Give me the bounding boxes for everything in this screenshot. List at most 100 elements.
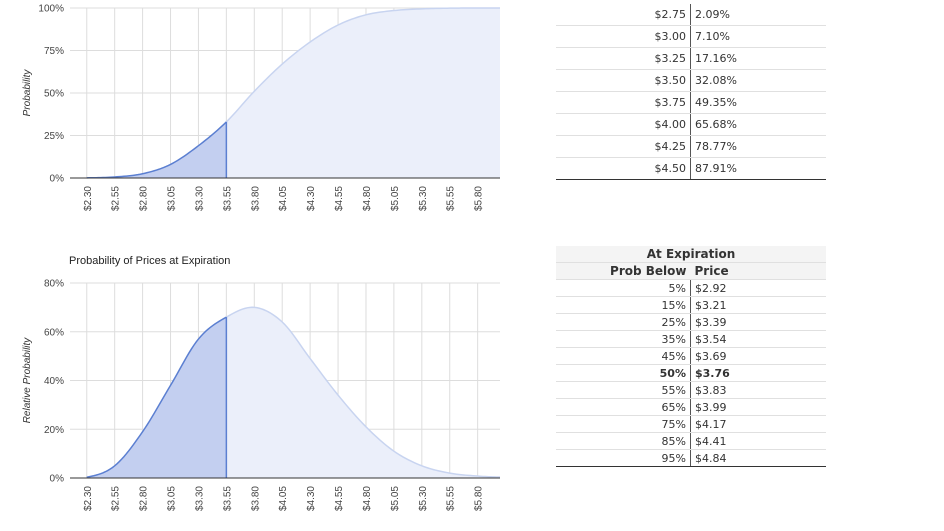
x-tick-label: $3.80 <box>250 186 261 211</box>
probability-cell: 2.09% <box>690 4 826 26</box>
x-tick-label: $3.05 <box>167 186 178 211</box>
probability-cell: 7.10% <box>690 25 826 48</box>
x-tick-label: $3.55 <box>222 486 233 511</box>
price-cell: $2.75 <box>556 4 691 26</box>
y-tick-label: 100% <box>38 4 64 15</box>
table-row: $3.25 17.16% <box>556 47 826 70</box>
price-distribution-chart: Probability of Prices at Expiration 0% 20%… <box>22 255 501 511</box>
x-tick-label: $4.55 <box>334 186 345 211</box>
upper-tail-area <box>226 8 501 178</box>
price-cell: $4.25 <box>556 135 691 158</box>
x-tick-label: $5.55 <box>446 186 457 211</box>
prob-below-cell: 35% <box>556 330 691 348</box>
price-cell: $4.41 <box>690 432 826 450</box>
probability-cell: 32.08% <box>690 69 826 92</box>
x-tick-label: $4.30 <box>306 186 317 211</box>
price-cell: $3.54 <box>690 330 826 348</box>
x-tick-label: $2.30 <box>83 486 94 511</box>
price-cell: $3.99 <box>690 398 826 416</box>
prob-below-header: Prob Below <box>556 262 691 280</box>
probability-cell: 49.35% <box>690 91 826 114</box>
table-row: 15% $3.21 <box>556 296 826 314</box>
table-row: 50% $3.76 <box>556 364 826 382</box>
price-cell: $3.00 <box>556 25 691 48</box>
table-row: 65% $3.99 <box>556 398 826 416</box>
x-tick-label: $4.30 <box>306 486 317 511</box>
table-row: 45% $3.69 <box>556 347 826 365</box>
probability-cell: 78.77% <box>690 135 826 158</box>
table-row: $4.50 87.91% <box>556 157 826 180</box>
expiration-table-title: At Expiration <box>556 246 826 263</box>
table-row: 75% $4.17 <box>556 415 826 433</box>
table-row: 5% $2.92 <box>556 279 826 297</box>
prob-below-cell: 15% <box>556 296 691 314</box>
x-tick-label: $2.55 <box>111 186 122 211</box>
x-tick-label: $2.55 <box>111 486 122 511</box>
price-cell: $4.84 <box>690 449 826 467</box>
price-header: Price <box>690 262 826 280</box>
y-axis-title: Relative Probability <box>22 337 33 424</box>
x-tick-label: $4.80 <box>362 486 373 511</box>
x-tick-label: $4.80 <box>362 186 373 211</box>
expiration-table: At Expiration Prob Below Price 5% $2.92 15… <box>556 246 826 467</box>
x-tick-label: $5.55 <box>446 486 457 511</box>
lower-tail-line <box>86 121 227 179</box>
table-row: $3.75 49.35% <box>556 91 826 114</box>
table-row: 85% $4.41 <box>556 432 826 450</box>
price-cell: $3.25 <box>556 47 691 70</box>
prob-below-cell: 50% <box>556 364 691 382</box>
x-tick-label: $2.30 <box>83 186 94 211</box>
y-tick-label: 0% <box>50 474 65 485</box>
x-tick-label: $2.80 <box>139 186 150 211</box>
upper-tail-line <box>225 7 500 123</box>
price-cell: $3.50 <box>556 69 691 92</box>
x-tick-label: $5.05 <box>390 186 401 211</box>
table-row: 95% $4.84 <box>556 449 826 467</box>
y-tick-label: 75% <box>44 46 64 57</box>
x-tick-label: $5.80 <box>474 186 485 211</box>
y-axis-title: Probability <box>22 69 33 117</box>
price-cell: $3.83 <box>690 381 826 399</box>
x-tick-label: $3.80 <box>250 486 261 511</box>
lower-tail-area <box>86 121 227 178</box>
upper-tail-line <box>225 306 501 478</box>
x-tick-label: $5.80 <box>474 486 485 511</box>
table-row: 25% $3.39 <box>556 313 826 331</box>
x-tick-label: $3.30 <box>194 486 205 511</box>
price-cell: $3.75 <box>556 91 691 114</box>
table-row: $3.00 7.10% <box>556 25 826 48</box>
table-row: 55% $3.83 <box>556 381 826 399</box>
price-cell: $4.17 <box>690 415 826 433</box>
price-cell: $4.50 <box>556 157 691 180</box>
x-tick-label: $5.30 <box>418 486 429 511</box>
x-tick-label: $2.80 <box>139 486 150 511</box>
probability-cell: 17.16% <box>690 47 826 70</box>
price-cell: $3.69 <box>690 347 826 365</box>
y-tick-label: 50% <box>44 89 64 100</box>
prob-below-cell: 55% <box>556 381 691 399</box>
x-tick-label: $3.55 <box>222 186 233 211</box>
x-tick-label: $4.55 <box>334 486 345 511</box>
y-tick-label: 40% <box>44 376 64 387</box>
price-cell: $3.76 <box>690 364 826 382</box>
price-probability-table: $2.75 2.09% $3.00 7.10% $3.25 17.16% $3.50 32.0… <box>556 4 826 180</box>
x-tick-label: $5.30 <box>418 186 429 211</box>
lower-tail-area <box>86 317 227 478</box>
table-row: $3.50 32.08% <box>556 69 826 92</box>
prob-below-cell: 95% <box>556 449 691 467</box>
y-tick-label: 0% <box>50 174 65 185</box>
price-cell: $2.92 <box>690 279 826 297</box>
x-tick-label: $4.05 <box>278 486 289 511</box>
prob-below-cell: 75% <box>556 415 691 433</box>
prob-below-cell: 45% <box>556 347 691 365</box>
price-cell: $4.00 <box>556 113 691 136</box>
cumulative-probability-chart: 0% 25% 50% 75% 100% $2.30 $2.55 $2.80 $3.05 $3.30… <box>22 4 501 211</box>
x-tick-label: $3.30 <box>194 186 205 211</box>
prob-below-cell: 65% <box>556 398 691 416</box>
x-tick-label: $4.05 <box>278 186 289 211</box>
price-cell: $3.39 <box>690 313 826 331</box>
probability-cell: 65.68% <box>690 113 826 136</box>
prob-below-cell: 25% <box>556 313 691 331</box>
y-tick-label: 25% <box>44 131 64 142</box>
table-row: 35% $3.54 <box>556 330 826 348</box>
